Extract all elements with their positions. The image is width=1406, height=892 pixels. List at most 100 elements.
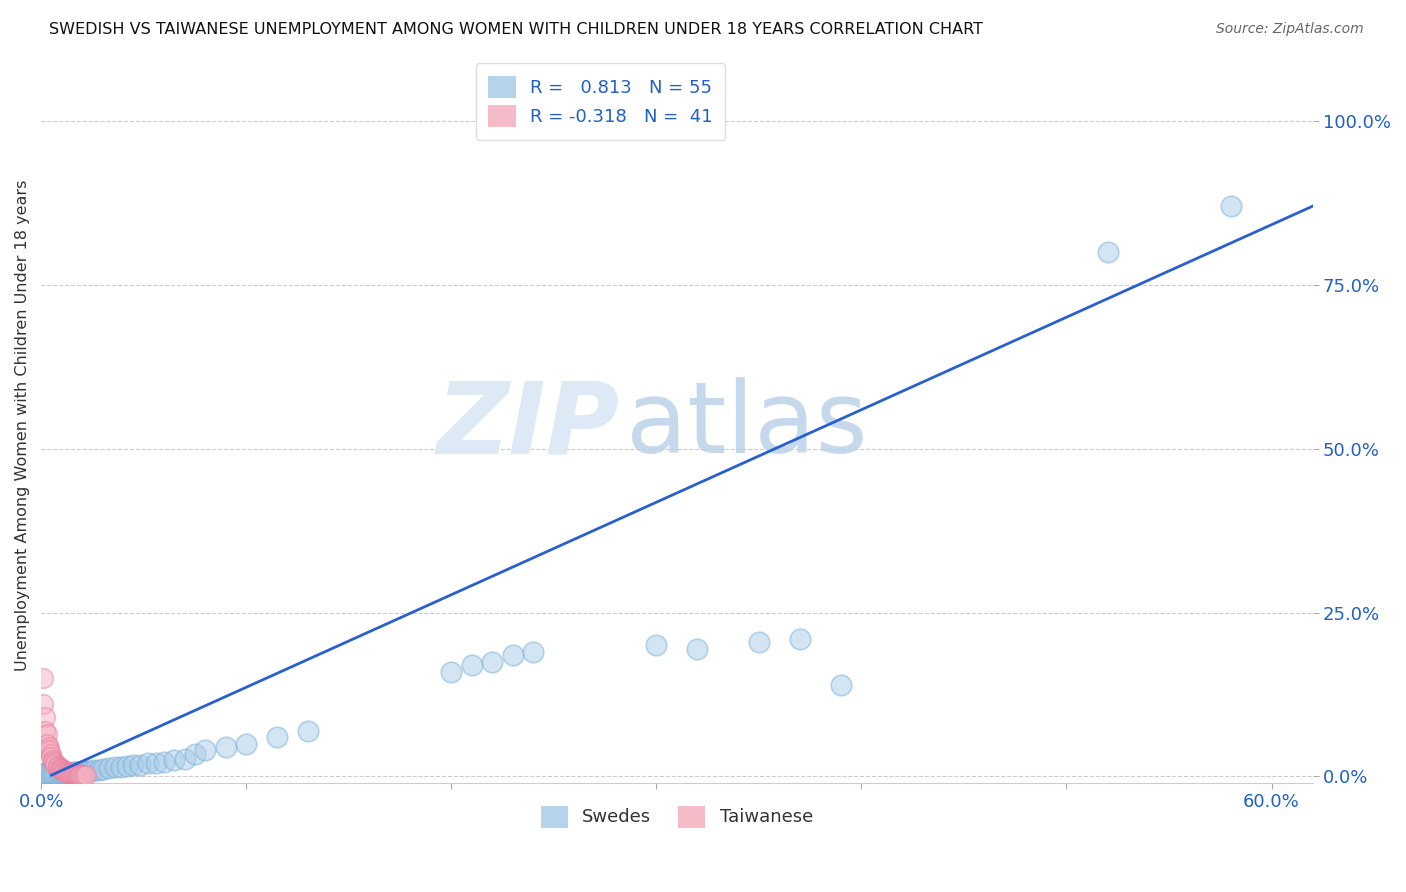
Point	[59, 765, 82, 780]
Point	[91, 762, 114, 776]
Point	[789, 632, 811, 646]
Point	[63, 766, 86, 780]
Point	[51, 766, 73, 780]
Point	[215, 739, 238, 754]
Point	[55, 764, 77, 779]
Point	[73, 767, 96, 781]
Point	[32, 671, 55, 685]
Point	[235, 737, 257, 751]
Text: Source: ZipAtlas.com: Source: ZipAtlas.com	[1216, 22, 1364, 37]
Point	[59, 765, 82, 780]
Point	[32, 766, 55, 780]
Point	[60, 766, 83, 780]
Point	[70, 767, 93, 781]
Point	[44, 757, 66, 772]
Point	[104, 760, 127, 774]
Point	[69, 764, 91, 779]
Point	[153, 755, 176, 769]
Point	[56, 765, 79, 780]
Point	[37, 737, 59, 751]
Point	[163, 753, 186, 767]
Point	[63, 764, 86, 779]
Point	[136, 756, 159, 771]
Point	[46, 760, 69, 774]
Point	[51, 762, 73, 776]
Point	[502, 648, 524, 663]
Point	[65, 764, 87, 779]
Point	[645, 639, 668, 653]
Point	[66, 767, 89, 781]
Point	[56, 765, 79, 780]
Point	[830, 678, 852, 692]
Point	[55, 764, 77, 779]
Point	[75, 764, 97, 779]
Point	[194, 743, 217, 757]
Point	[79, 764, 101, 778]
Point	[48, 762, 70, 776]
Point	[38, 743, 60, 757]
Point	[38, 766, 60, 780]
Point	[184, 747, 207, 761]
Point	[75, 768, 97, 782]
Point	[52, 766, 75, 780]
Text: atlas: atlas	[626, 377, 868, 475]
Y-axis label: Unemployment Among Women with Children Under 18 years: Unemployment Among Women with Children U…	[15, 180, 30, 672]
Point	[37, 766, 59, 780]
Point	[32, 698, 55, 712]
Point	[51, 763, 73, 777]
Point	[128, 757, 150, 772]
Point	[1097, 245, 1119, 260]
Point	[42, 753, 65, 767]
Point	[59, 766, 82, 780]
Point	[173, 752, 195, 766]
Legend: Swedes, Taiwanese: Swedes, Taiwanese	[533, 798, 820, 835]
Point	[55, 765, 77, 780]
Point	[522, 645, 544, 659]
Point	[52, 764, 75, 778]
Point	[65, 767, 87, 781]
Point	[38, 739, 60, 754]
Point	[686, 641, 709, 656]
Point	[46, 766, 69, 780]
Point	[145, 756, 167, 770]
Point	[110, 759, 132, 773]
Point	[41, 749, 63, 764]
Point	[42, 755, 65, 769]
Point	[48, 761, 70, 775]
Point	[461, 658, 484, 673]
Point	[1219, 199, 1241, 213]
Point	[297, 723, 319, 738]
Point	[52, 764, 75, 779]
Point	[42, 766, 65, 780]
Point	[83, 763, 105, 777]
Point	[69, 767, 91, 781]
Point	[34, 766, 56, 780]
Point	[37, 727, 59, 741]
Point	[97, 761, 120, 775]
Point	[56, 764, 79, 779]
Point	[41, 747, 63, 761]
Point	[60, 766, 83, 780]
Point	[44, 766, 66, 780]
Point	[440, 665, 463, 679]
Point	[44, 756, 66, 771]
Point	[266, 730, 288, 744]
Point	[63, 767, 86, 781]
Point	[87, 763, 110, 777]
Point	[70, 764, 93, 779]
Point	[48, 766, 70, 780]
Point	[748, 635, 770, 649]
Point	[41, 766, 63, 780]
Point	[60, 765, 83, 780]
Point	[73, 764, 96, 779]
Text: SWEDISH VS TAIWANESE UNEMPLOYMENT AMONG WOMEN WITH CHILDREN UNDER 18 YEARS CORRE: SWEDISH VS TAIWANESE UNEMPLOYMENT AMONG …	[49, 22, 983, 37]
Point	[481, 655, 503, 669]
Point	[66, 767, 89, 781]
Point	[46, 759, 69, 773]
Point	[117, 759, 139, 773]
Point	[122, 758, 145, 772]
Point	[34, 723, 56, 738]
Point	[65, 767, 87, 781]
Point	[34, 710, 56, 724]
Text: ZIP: ZIP	[437, 377, 620, 475]
